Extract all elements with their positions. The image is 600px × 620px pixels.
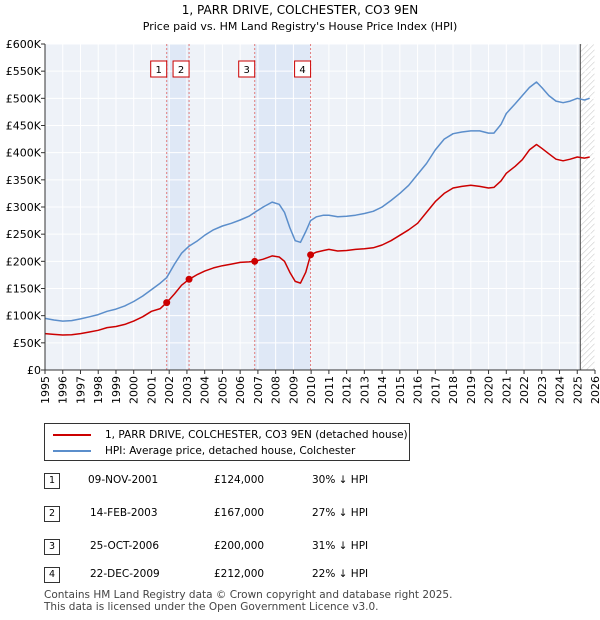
footer-line-licence: This data is licensed under the Open Gov…: [44, 601, 379, 613]
x-tick-label: 2013: [358, 376, 371, 404]
footer-line-copyright: Contains HM Land Registry data © Crown c…: [44, 589, 453, 601]
x-tick-label: 2017: [429, 376, 442, 404]
sale-badge-box: [150, 60, 168, 78]
x-tick-label: 2003: [181, 376, 194, 404]
footer-attribution: Contains HM Land Registry data © Crown c…: [44, 589, 452, 613]
sale-row: 4 22-DEC-2009 £212,000 22% ↓ HPI: [44, 567, 374, 583]
sale-point: [185, 275, 193, 283]
forecast-hatch-line: [580, 96, 595, 113]
y-tick-label: £450K: [6, 120, 42, 133]
sale-price: £200,000: [214, 540, 265, 552]
y-tick-label: £300K: [6, 201, 42, 214]
y-tick-label: £550K: [6, 65, 42, 78]
y-tick-label: £400K: [6, 147, 42, 160]
sale-number-badge: 1: [44, 473, 60, 489]
x-tick-label: 2019: [465, 376, 478, 404]
sale-hpi-diff: 30% ↓ HPI: [312, 474, 369, 486]
y-tick-label: £0: [27, 364, 41, 377]
sale-point: [251, 257, 259, 265]
x-tick-label: 2022: [518, 376, 531, 404]
y-tick-label: £100K: [6, 310, 42, 323]
x-tick-label: 2002: [163, 376, 176, 404]
x-tick-label: 2023: [536, 376, 549, 404]
chart-title: 1, PARR DRIVE, COLCHESTER, CO3 9EN: [182, 3, 418, 17]
sale-row: 2 14-FEB-2003 £167,000 27% ↓ HPI: [44, 506, 374, 522]
sale-number-badge: 2: [44, 506, 60, 522]
x-tick-label: 2012: [341, 376, 354, 404]
series-line-property: [44, 143, 590, 336]
legend-swatch-property: [53, 434, 91, 436]
sale-badge-label: 4: [299, 65, 305, 76]
sale-date: 09-NOV-2001: [88, 474, 159, 486]
sale-price: £167,000: [214, 507, 265, 519]
x-tick-label: 2007: [252, 376, 265, 404]
x-tick-label: 2024: [554, 376, 567, 404]
sale-badge-label: 1: [156, 65, 162, 76]
sale-point: [307, 251, 315, 259]
price-chart: 1, PARR DRIVE, COLCHESTER, CO3 9EN Price…: [6, 3, 600, 404]
x-tick-label: 2016: [412, 376, 425, 404]
x-tick-label: 1998: [92, 376, 105, 404]
legend-swatch-hpi: [53, 450, 91, 452]
x-tick-label: 2018: [447, 376, 460, 404]
sale-badge-box: [294, 60, 312, 78]
x-tick-label: 2015: [394, 376, 407, 404]
forecast-hatch-line: [580, 204, 595, 221]
x-tick-label: 2008: [270, 376, 283, 404]
sale-hpi-diff: 31% ↓ HPI: [312, 540, 369, 552]
x-tick-label: 2011: [323, 376, 336, 404]
sale-number-badge: 3: [44, 539, 60, 555]
chart-subtitle: Price paid vs. HM Land Registry's House …: [143, 20, 458, 33]
series-line-hpi: [44, 81, 590, 322]
sale-price: £212,000: [214, 568, 265, 580]
sale-badge-label: 2: [178, 65, 184, 76]
forecast-hatch-line: [580, 306, 595, 323]
x-tick-label: 2006: [234, 376, 247, 404]
x-tick-label: 1999: [110, 376, 123, 404]
sale-hpi-diff: 27% ↓ HPI: [312, 507, 369, 519]
sale-badge-box: [238, 60, 256, 78]
y-tick-label: £350K: [6, 174, 42, 187]
legend-item-hpi: HPI: Average price, detached house, Colc…: [53, 443, 355, 459]
sale-hpi-diff: 22% ↓ HPI: [312, 568, 369, 580]
x-tick-label: 2004: [199, 376, 212, 404]
y-tick-label: £500K: [6, 92, 42, 105]
y-tick-label: £200K: [6, 255, 42, 268]
sale-badge-box: [172, 60, 190, 78]
x-tick-label: 2026: [589, 376, 600, 404]
sale-row: 1 09-NOV-2001 £124,000 30% ↓ HPI: [44, 473, 374, 489]
y-tick-label: £50K: [13, 337, 42, 350]
sale-date: 14-FEB-2003: [90, 507, 158, 519]
x-tick-label: 2014: [376, 376, 389, 404]
x-tick-label: 1997: [74, 376, 87, 404]
x-tick-label: 2025: [571, 376, 584, 404]
forecast-hatch-line: [580, 312, 595, 329]
legend: 1, PARR DRIVE, COLCHESTER, CO3 9EN (deta…: [44, 423, 410, 461]
sale-badge-label: 3: [244, 65, 250, 76]
y-tick-label: £600K: [6, 38, 42, 51]
forecast-hatch-line: [580, 198, 595, 215]
x-tick-label: 2000: [128, 376, 141, 404]
sale-point: [163, 299, 171, 307]
sale-number-badge: 4: [44, 567, 60, 583]
y-tick-label: £250K: [6, 228, 42, 241]
sale-date: 25-OCT-2006: [90, 540, 159, 552]
legend-label-property: 1, PARR DRIVE, COLCHESTER, CO3 9EN (deta…: [105, 429, 408, 441]
x-tick-label: 1996: [57, 376, 70, 404]
x-tick-label: 2021: [500, 376, 513, 404]
sale-date: 22-DEC-2009: [90, 568, 160, 580]
x-tick-label: 2020: [483, 376, 496, 404]
x-tick-label: 2009: [287, 376, 300, 404]
x-tick-label: 2001: [145, 376, 158, 404]
sale-price: £124,000: [214, 474, 265, 486]
y-tick-label: £150K: [6, 283, 42, 296]
x-tick-label: 1995: [39, 376, 52, 404]
x-tick-label: 2005: [216, 376, 229, 404]
sale-row: 3 25-OCT-2006 £200,000 31% ↓ HPI: [44, 539, 374, 555]
x-tick-label: 2010: [305, 376, 318, 404]
legend-label-hpi: HPI: Average price, detached house, Colc…: [105, 445, 356, 457]
legend-item-property: 1, PARR DRIVE, COLCHESTER, CO3 9EN (deta…: [53, 427, 408, 443]
